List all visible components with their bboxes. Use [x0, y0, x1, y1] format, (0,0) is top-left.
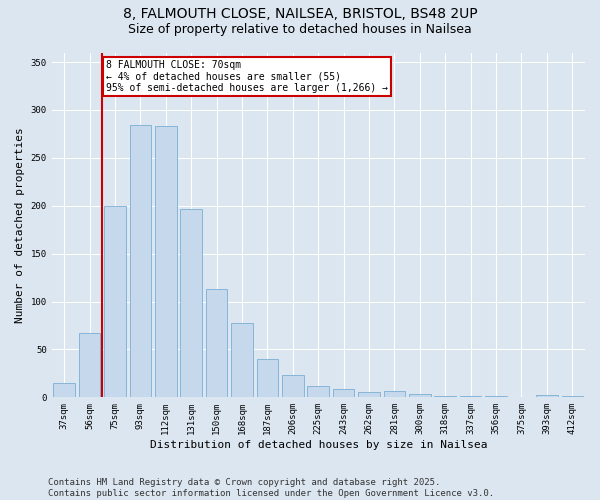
Bar: [282, 376, 304, 398]
Bar: [53, 383, 75, 398]
Bar: [333, 388, 355, 398]
Bar: [104, 206, 126, 398]
Text: 8 FALMOUTH CLOSE: 70sqm
← 4% of detached houses are smaller (55)
95% of semi-det: 8 FALMOUTH CLOSE: 70sqm ← 4% of detached…: [106, 60, 388, 94]
Text: Size of property relative to detached houses in Nailsea: Size of property relative to detached ho…: [128, 22, 472, 36]
Bar: [562, 396, 583, 398]
Text: Contains HM Land Registry data © Crown copyright and database right 2025.
Contai: Contains HM Land Registry data © Crown c…: [48, 478, 494, 498]
Bar: [460, 396, 481, 398]
Text: 8, FALMOUTH CLOSE, NAILSEA, BRISTOL, BS48 2UP: 8, FALMOUTH CLOSE, NAILSEA, BRISTOL, BS4…: [122, 8, 478, 22]
Bar: [409, 394, 431, 398]
Bar: [206, 289, 227, 398]
Bar: [231, 322, 253, 398]
Bar: [307, 386, 329, 398]
Bar: [130, 126, 151, 398]
Bar: [79, 333, 100, 398]
Bar: [257, 359, 278, 398]
Bar: [155, 126, 176, 398]
Bar: [536, 396, 557, 398]
Bar: [485, 396, 507, 398]
Bar: [434, 396, 456, 398]
X-axis label: Distribution of detached houses by size in Nailsea: Distribution of detached houses by size …: [149, 440, 487, 450]
Bar: [358, 392, 380, 398]
Bar: [383, 390, 405, 398]
Y-axis label: Number of detached properties: Number of detached properties: [15, 127, 25, 323]
Bar: [181, 208, 202, 398]
